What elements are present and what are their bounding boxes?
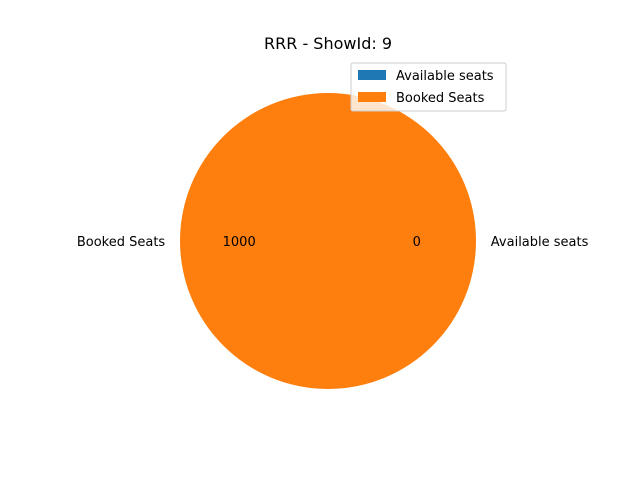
pie-value-label-available-seats: 0 <box>413 235 421 250</box>
pie-label-booked-seats: Booked Seats <box>77 235 166 250</box>
legend-label-available-seats: Available seats <box>396 69 494 84</box>
legend-frame <box>350 62 507 112</box>
legend-label-booked-seats: Booked Seats <box>396 91 485 106</box>
pie-label-available-seats: Available seats <box>491 235 589 250</box>
pie-slice-booked-seats <box>180 93 476 389</box>
legend-swatch-available-seats <box>358 70 386 80</box>
chart-title: RRR - ShowId: 9 <box>264 34 392 53</box>
pie-labels-group: Available seats 0 Booked Seats 1000 <box>77 235 589 250</box>
pie-slices-group <box>180 93 476 389</box>
pie-value-label-booked-seats: 1000 <box>223 235 256 250</box>
legend-swatch-booked-seats <box>358 92 386 102</box>
chart-legend: Available seats Booked Seats <box>350 62 507 112</box>
